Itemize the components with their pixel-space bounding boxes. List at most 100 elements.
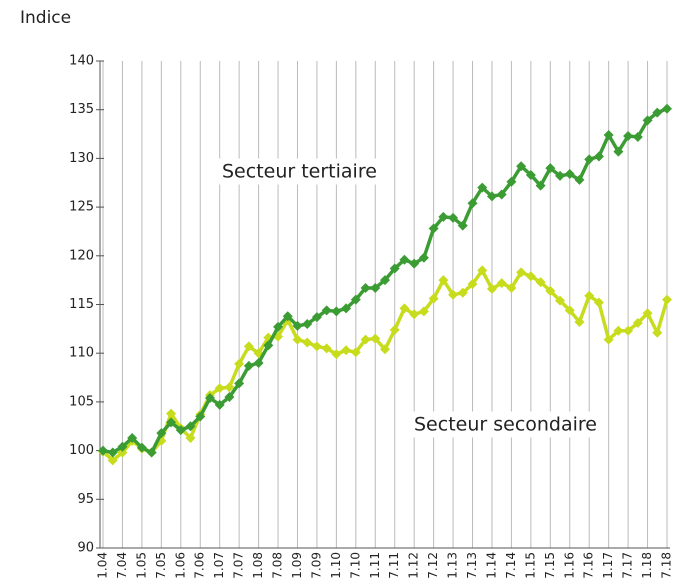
marker	[477, 182, 488, 193]
marker	[380, 275, 390, 286]
x-tick-label: 1.09	[290, 552, 304, 579]
marker	[593, 151, 604, 162]
marker	[98, 445, 108, 456]
marker	[263, 340, 274, 351]
marker	[662, 103, 672, 114]
marker	[516, 161, 527, 172]
x-tick-label: 7.07	[232, 552, 246, 579]
marker	[496, 189, 507, 200]
x-tick-label: 1.07	[212, 552, 226, 579]
marker	[574, 174, 585, 185]
marker	[117, 441, 128, 452]
marker	[311, 312, 322, 323]
x-tick-label: 7.12	[426, 552, 440, 579]
marker	[457, 220, 468, 231]
marker	[185, 432, 196, 443]
marker	[613, 325, 624, 336]
marker	[409, 309, 420, 320]
annotation: Secteur secondaire	[414, 414, 597, 436]
y-tick-label: 110	[69, 346, 94, 361]
x-tick-label: 7.16	[582, 552, 596, 579]
marker	[506, 176, 517, 187]
marker	[603, 130, 614, 141]
x-tick-label: 7.05	[154, 552, 168, 579]
x-tick-label: 7.18	[660, 552, 674, 579]
marker	[234, 378, 245, 389]
marker	[331, 306, 342, 317]
marker	[360, 282, 371, 293]
marker	[370, 333, 381, 344]
marker	[146, 447, 157, 458]
marker	[253, 357, 264, 368]
marker	[632, 131, 643, 142]
marker	[166, 408, 177, 419]
marker	[428, 223, 439, 234]
x-tick-label: 7.09	[309, 552, 323, 579]
y-tick-label: 105	[69, 394, 94, 409]
marker	[545, 163, 556, 174]
marker	[224, 392, 235, 403]
x-tick-label: 1.11	[368, 552, 382, 579]
x-tick-label: 1.18	[640, 552, 654, 579]
marker	[292, 334, 303, 345]
x-tick-label: 7.10	[348, 552, 362, 579]
marker	[652, 107, 663, 118]
y-tick-label: 125	[69, 200, 94, 215]
marker	[175, 425, 186, 436]
marker	[399, 254, 410, 265]
marker	[555, 170, 566, 181]
marker	[350, 347, 361, 358]
x-tick-label: 1.12	[407, 552, 421, 579]
marker	[555, 295, 566, 306]
x-tick-label: 1.08	[251, 552, 265, 579]
marker	[418, 306, 429, 317]
marker	[360, 334, 371, 345]
marker	[136, 442, 147, 453]
x-tick-label: 1.05	[134, 552, 148, 579]
marker	[282, 311, 293, 322]
marker	[438, 211, 449, 222]
marker	[632, 318, 643, 329]
x-tick-label: 1.10	[329, 552, 343, 579]
marker	[418, 252, 429, 263]
x-tick-label: 7.13	[465, 552, 479, 579]
marker	[156, 428, 167, 439]
marker	[311, 341, 322, 352]
marker	[438, 275, 449, 286]
y-tick-label: 95	[77, 492, 94, 507]
marker	[302, 337, 313, 348]
marker	[545, 285, 556, 296]
marker	[477, 265, 488, 276]
y-tick-label: 120	[69, 248, 94, 263]
y-tick-label: 140	[69, 54, 94, 69]
marker	[428, 293, 439, 304]
y-axis-label: Indice	[20, 8, 71, 28]
y-tick-label: 130	[69, 151, 94, 166]
marker	[341, 345, 352, 356]
marker	[613, 146, 624, 157]
marker	[623, 325, 634, 336]
marker	[389, 324, 400, 335]
marker	[321, 343, 332, 354]
marker	[389, 263, 400, 274]
marker	[467, 198, 478, 209]
marker	[331, 349, 342, 360]
marker	[234, 358, 245, 369]
marker	[574, 317, 585, 328]
marker	[350, 294, 361, 305]
marker	[302, 318, 313, 329]
x-tick-label: 1.15	[523, 552, 537, 579]
marker	[535, 277, 546, 288]
x-tick-label: 1.14	[484, 552, 498, 579]
marker	[506, 282, 517, 293]
x-tick-label: 1.06	[173, 552, 187, 579]
x-tick-label: 1.17	[601, 552, 615, 579]
marker	[662, 294, 672, 305]
x-tick-label: 7.04	[115, 552, 129, 579]
marker	[409, 258, 420, 269]
annotation: Secteur tertiaire	[222, 161, 377, 183]
marker	[243, 360, 254, 371]
y-tick-label: 100	[69, 443, 94, 458]
marker	[564, 305, 575, 316]
